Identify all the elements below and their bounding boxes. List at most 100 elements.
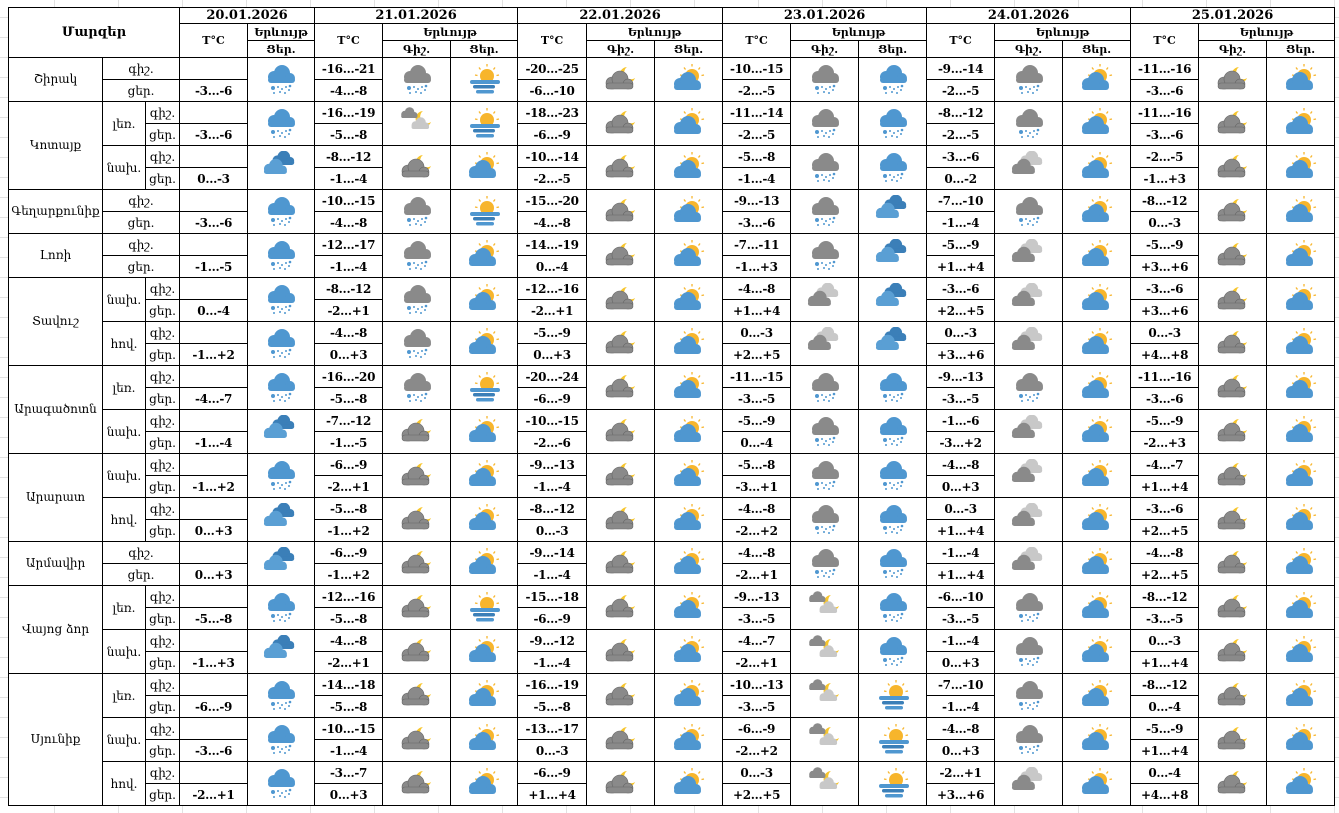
day-weather-icon-cell — [654, 277, 724, 322]
day-temperature: +3...+6 — [926, 783, 996, 806]
clouds-blue-icon — [873, 239, 913, 273]
night-temperature — [179, 57, 249, 80]
day-temperature: 0...+3 — [926, 739, 996, 762]
night-weather-icon-cell — [586, 101, 656, 146]
day-temperature: -1...-4 — [314, 255, 384, 278]
night-temperature: -4...-8 — [314, 629, 384, 652]
day-temperature: -3...-6 — [179, 123, 249, 146]
region-name: Արմավիր — [8, 541, 103, 586]
day-weather-icon-cell — [858, 497, 928, 542]
day-weather-icon-cell — [450, 585, 519, 630]
date-header: 20.01.2026 — [179, 7, 316, 24]
night-weather-icon-cell — [382, 497, 452, 542]
table-row: Արմավիր գիշ. -6...-9 -9...-14 -4...-8 -1...-4… — [8, 541, 1336, 586]
night-temperature: -7...-10 — [926, 673, 996, 696]
day-temperature: 0...-3 — [517, 519, 588, 542]
night-temperature: -3...-6 — [1130, 277, 1200, 300]
day-weather-icon-cell — [1062, 761, 1132, 806]
sun-cloud-icon — [464, 283, 504, 317]
sun-cloud-icon — [669, 371, 709, 405]
day-weather-icon-cell — [858, 585, 928, 630]
day-header: Ցեր. — [247, 40, 316, 58]
night-temperature: -3...-6 — [926, 145, 996, 168]
day-weather-icon-cell — [1062, 717, 1132, 762]
night-weather-icon-cell — [994, 717, 1064, 762]
sun-cloud-icon — [669, 63, 709, 97]
subregion-label: նախ. — [102, 145, 146, 190]
day-label: ցեր. — [144, 167, 181, 190]
date-header: 23.01.2026 — [722, 7, 928, 24]
night-temperature — [179, 453, 249, 476]
day-temperature: -1...+3 — [722, 255, 792, 278]
day-temperature: -2...+2 — [722, 519, 792, 542]
subregion-label: նախ. — [102, 453, 146, 498]
clouds-gray-icon — [1009, 547, 1049, 581]
day-weather-icon-cell — [450, 453, 519, 498]
sun-cloud-icon — [1077, 503, 1117, 537]
day-weather-icon-cell — [247, 717, 316, 762]
night-weather-icon-cell — [994, 365, 1064, 410]
night-weather-icon-cell — [382, 101, 452, 146]
night-temperature: -4...-8 — [722, 541, 792, 564]
day-temperature: -3...-5 — [722, 607, 792, 630]
clouds-blue-icon — [873, 283, 913, 317]
day-temperature: +2...+5 — [926, 299, 996, 322]
day-weather-icon-cell — [450, 629, 519, 674]
snow-blue-icon — [261, 679, 301, 713]
night-weather-icon-cell — [994, 629, 1064, 674]
table-row: նախ. գիշ. -4...-8 -9...-12 -4...-7 -1...-4 0..… — [9, 629, 1336, 674]
day-weather-icon-cell — [1266, 629, 1336, 674]
day-temperature: -2...-5 — [722, 79, 792, 102]
day-temperature: -5...-8 — [517, 695, 588, 718]
night-label: գիշ. — [144, 629, 181, 652]
moon-clouds-icon — [805, 591, 845, 625]
night-weather-icon-cell — [1198, 497, 1268, 542]
day-weather-icon-cell — [450, 673, 519, 718]
cloud-moon-icon — [601, 63, 641, 97]
night-label: գիշ. — [144, 365, 181, 388]
day-temperature: 0...+3 — [926, 651, 996, 674]
day-temperature: -1...-5 — [179, 255, 249, 278]
night-weather-icon-cell — [994, 321, 1064, 366]
night-weather-icon-cell — [1198, 101, 1268, 146]
night-weather-icon-cell — [1198, 189, 1268, 234]
day-weather-icon-cell — [450, 57, 519, 102]
phenomenon-header: Երևույթ — [586, 23, 724, 41]
day-temperature: +3...+6 — [1130, 255, 1200, 278]
table-row: ցեր. -3...-6 -4...-8 -6...-10 -2...-5 -2...-5… — [9, 79, 1335, 102]
sun-cloud-icon — [1281, 547, 1321, 581]
clouds-gray-icon — [1009, 151, 1049, 185]
night-temperature: -6...-10 — [926, 585, 996, 608]
day-weather-icon-cell — [450, 189, 519, 234]
night-temperature: -3...-6 — [1130, 497, 1200, 520]
day-label: ցեր. — [144, 431, 181, 454]
night-temperature: -7...-12 — [314, 409, 384, 432]
day-temperature: -3...-6 — [1130, 387, 1200, 410]
subregion-label: լեռ. — [102, 673, 146, 718]
day-temperature: -2...+1 — [722, 563, 792, 586]
day-label: ցեր. — [144, 299, 181, 322]
fog-sun-icon — [470, 63, 501, 93]
snow-blue-icon — [873, 151, 913, 185]
night-temperature: -12...-17 — [314, 233, 384, 256]
subregion-label: նախ. — [102, 277, 146, 322]
snow-blue-icon — [261, 459, 301, 493]
day-label: ցեր. — [144, 695, 181, 718]
fog-sun-icon — [878, 679, 909, 709]
snow-blue-icon — [261, 327, 301, 361]
night-weather-icon-cell — [382, 717, 452, 762]
day-weather-icon-cell — [450, 717, 519, 762]
moon-clouds-icon — [805, 767, 845, 801]
night-weather-icon-cell — [790, 409, 860, 454]
snow-blue-icon — [873, 459, 913, 493]
phenomenon-header: Երևույթ — [247, 23, 316, 41]
cloud-moon-icon — [601, 591, 641, 625]
cloud-moon-icon — [1213, 591, 1253, 625]
sun-cloud-icon — [464, 151, 504, 185]
day-temperature: -3...+2 — [926, 431, 996, 454]
clouds-blue-icon — [873, 195, 913, 229]
night-temperature — [179, 717, 249, 740]
night-temperature — [179, 189, 249, 212]
cloud-moon-icon — [601, 679, 641, 713]
sun-cloud-icon — [1281, 63, 1321, 97]
